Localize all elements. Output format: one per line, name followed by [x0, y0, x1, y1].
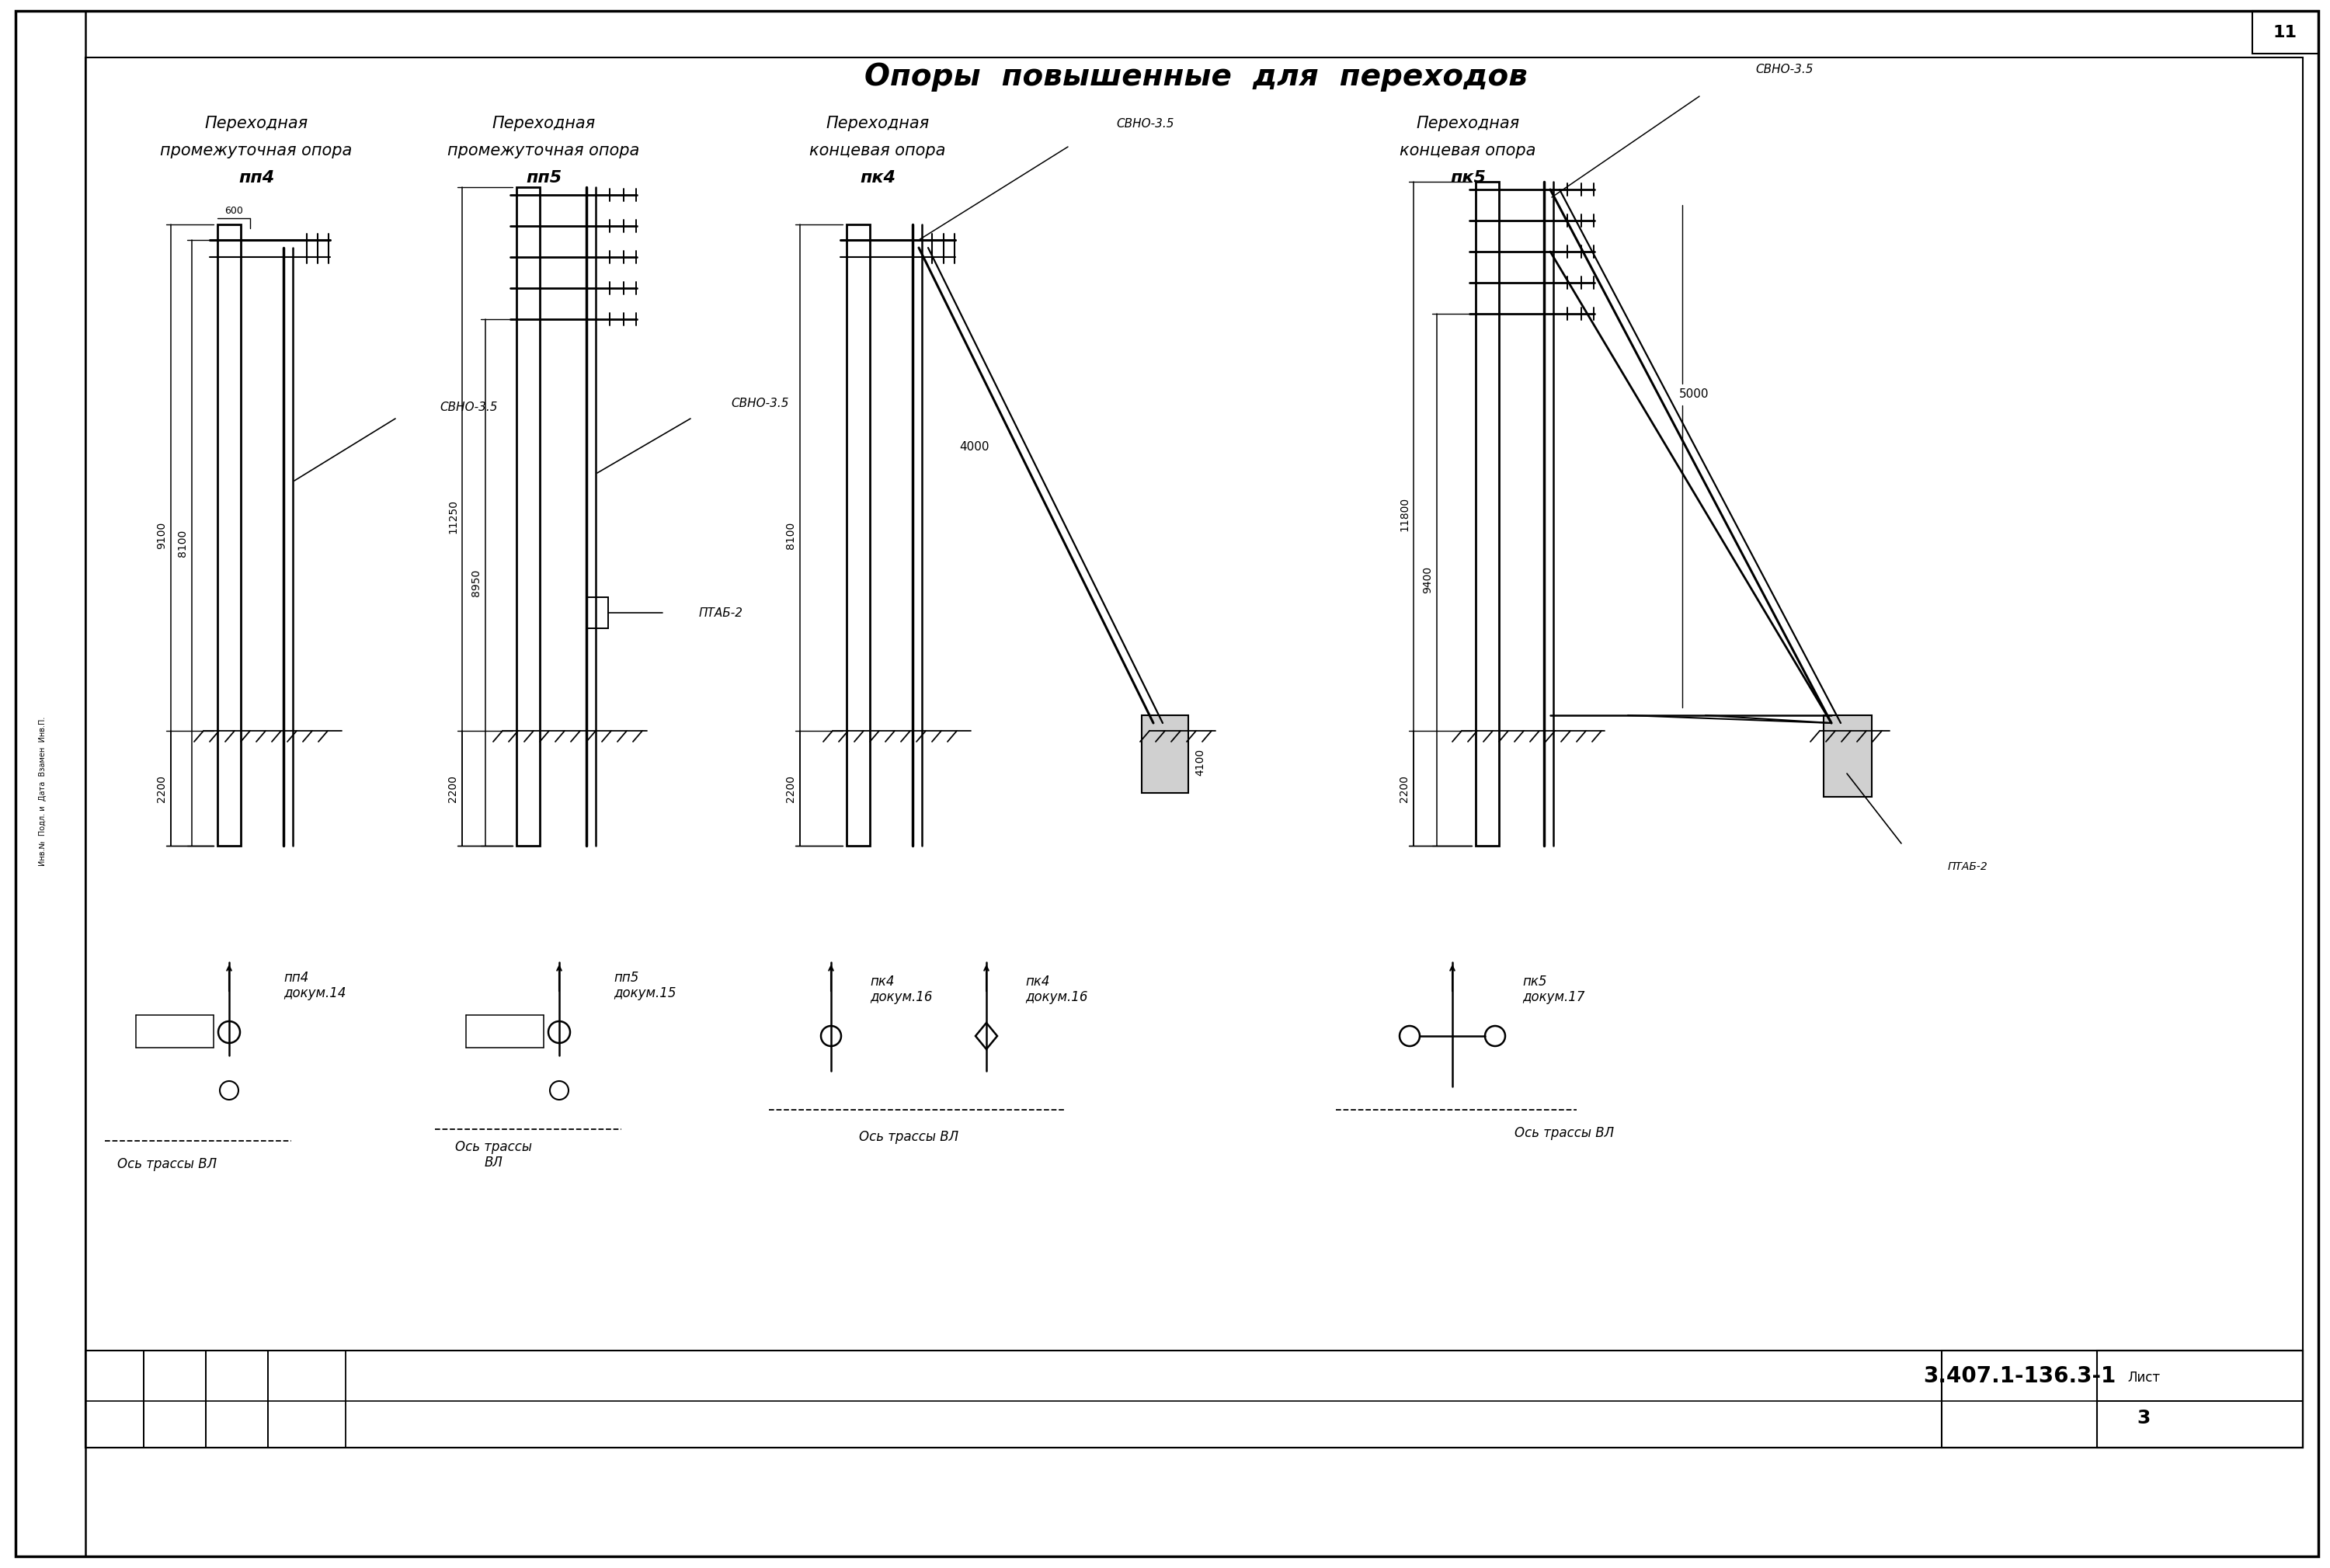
Bar: [144, 1350, 205, 1447]
Text: 2200: 2200: [447, 775, 459, 801]
Text: пк4: пк4: [860, 169, 895, 185]
Text: 600: 600: [224, 205, 242, 215]
Bar: [2097, 1350, 2302, 1402]
Text: 11250: 11250: [447, 499, 459, 533]
Text: ПТАБ-2: ПТАБ-2: [1948, 861, 1987, 872]
Text: СВНО-3.5: СВНО-3.5: [1116, 118, 1174, 129]
Text: Ось трассы ВЛ: Ось трассы ВЛ: [1514, 1126, 1615, 1140]
Text: Переходная: Переходная: [205, 116, 308, 132]
Text: Переходная: Переходная: [825, 116, 930, 132]
Bar: [16, 11, 86, 1557]
Text: Ось трассы ВЛ: Ось трассы ВЛ: [116, 1157, 217, 1171]
Text: пп4
докум.14: пп4 докум.14: [284, 971, 347, 1000]
Text: пк5
докум.17: пк5 докум.17: [1521, 974, 1584, 1005]
Text: 8950: 8950: [471, 569, 482, 596]
Text: промежуточная опора: промежуточная опора: [161, 143, 352, 158]
Bar: [1941, 1350, 2302, 1447]
Text: пп5: пп5: [527, 169, 562, 185]
Bar: [205, 1350, 268, 1447]
Text: Ось трассы ВЛ: Ось трассы ВЛ: [860, 1131, 958, 1145]
Text: концевая опора: концевая опора: [1400, 143, 1535, 158]
Bar: [1475, 182, 1498, 845]
Bar: [517, 187, 541, 845]
Text: СВНО-3.5: СВНО-3.5: [1757, 63, 1813, 75]
Text: промежуточная опора: промежуточная опора: [447, 143, 641, 158]
Text: концевая опора: концевая опора: [809, 143, 946, 158]
Bar: [587, 597, 608, 629]
Text: СВНО-3.5: СВНО-3.5: [732, 397, 790, 409]
Text: 2200: 2200: [1398, 775, 1410, 801]
Text: 8100: 8100: [785, 522, 797, 549]
Bar: [86, 58, 2302, 1447]
Text: 3: 3: [2137, 1408, 2151, 1427]
Bar: [217, 224, 240, 845]
Text: пк4
докум.16: пк4 докум.16: [869, 974, 932, 1005]
Bar: [1824, 715, 1871, 797]
Text: 4000: 4000: [960, 441, 988, 453]
Text: Переходная: Переходная: [1417, 116, 1519, 132]
Bar: [268, 1350, 345, 1447]
Text: 4100: 4100: [1195, 748, 1205, 776]
Text: Лист: Лист: [2127, 1370, 2160, 1385]
Text: СВНО-3.5: СВНО-3.5: [440, 401, 499, 412]
Text: Переходная: Переходная: [492, 116, 596, 132]
Bar: [2097, 1350, 2302, 1447]
Text: пп4: пп4: [238, 169, 275, 185]
Bar: [86, 1350, 144, 1447]
Text: 11: 11: [2272, 25, 2297, 41]
Text: 2200: 2200: [156, 775, 168, 801]
Bar: [86, 1350, 2302, 1447]
Text: 11800: 11800: [1398, 497, 1410, 532]
Text: ПТАБ-2: ПТАБ-2: [699, 607, 743, 619]
Text: 3.407.1-136.3-1: 3.407.1-136.3-1: [1922, 1366, 2116, 1388]
Text: пк5: пк5: [1449, 169, 1487, 185]
Text: 9100: 9100: [156, 522, 168, 549]
Text: Ось трассы
ВЛ: Ось трассы ВЛ: [454, 1140, 531, 1170]
Text: 8100: 8100: [177, 528, 189, 557]
Text: пк4
докум.16: пк4 докум.16: [1025, 974, 1088, 1005]
Text: Опоры  повышенные  для  переходов: Опоры повышенные для переходов: [864, 63, 1528, 91]
Bar: [1142, 715, 1188, 793]
Bar: [846, 224, 869, 845]
Text: Инв.№  Подл. и  Дата  Взамен  Инв.П.: Инв.№ Подл. и Дата Взамен Инв.П.: [40, 717, 47, 866]
Text: 2200: 2200: [785, 775, 797, 801]
Text: пп5
докум.15: пп5 докум.15: [613, 971, 676, 1000]
Bar: [2253, 11, 2318, 53]
Text: 9400: 9400: [1421, 566, 1433, 593]
Text: 5000: 5000: [1680, 389, 1708, 400]
